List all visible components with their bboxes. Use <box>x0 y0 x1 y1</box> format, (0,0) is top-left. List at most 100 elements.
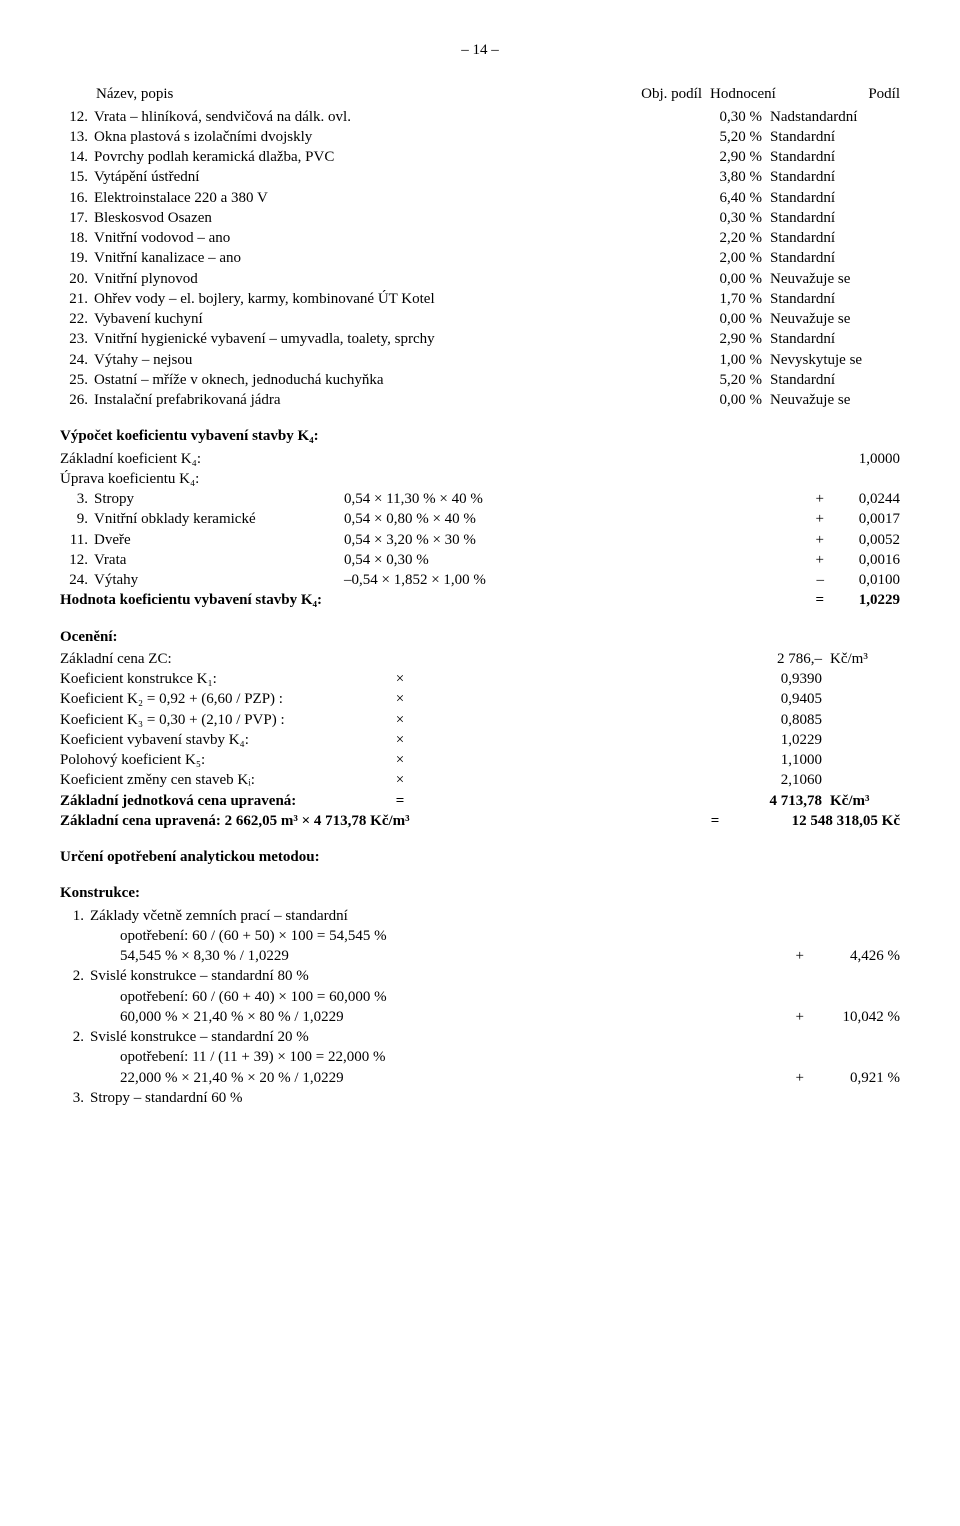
adj-num: 11. <box>60 530 94 550</box>
table-row: 24.Výtahy – nejsou1,00 %Nevyskytuje se <box>60 350 900 370</box>
table-row: 16.Elektroinstalace 220 a 380 V6,40 %Sta… <box>60 188 900 208</box>
wear-sign: + <box>774 1068 810 1088</box>
k4-title: Výpočet koeficientu vybavení stavby K₄: <box>60 426 900 446</box>
k4-adj-label: Úprava koeficientu K₄: <box>60 469 900 489</box>
item-num: 22. <box>60 309 94 329</box>
zjcu-unit: Kč/m³ <box>826 791 900 811</box>
ocen-row: Koeficient konstrukce K₁:×0,9390 <box>60 669 900 689</box>
wear-text: 60,000 % × 21,40 % × 80 % / 1,0229 <box>90 1007 774 1027</box>
item-eval: Standardní <box>762 208 900 228</box>
oc-unit <box>826 750 900 770</box>
adj-num: 3. <box>60 489 94 509</box>
item-num: 12. <box>60 107 94 127</box>
oc-label: Koeficient K₂ = 0,92 + (6,60 / PZP) : <box>60 689 380 709</box>
zjcu-row: Základní jednotková cena upravená: = 4 7… <box>60 791 900 811</box>
oc-op: × <box>380 750 420 770</box>
adj-num: 9. <box>60 509 94 529</box>
item-text: Elektroinstalace 220 a 380 V <box>94 188 692 208</box>
wear-sign <box>774 1027 810 1047</box>
wear-val: 4,426 % <box>810 946 900 966</box>
k4-base-row: Základní koeficient K₄: 1,0000 <box>60 449 900 469</box>
k4-adj-row: 9.Vnitřní obklady keramické0,54 × 0,80 %… <box>60 509 900 529</box>
ocen-row: Koeficient změny cen staveb Kᵢ:×2,1060 <box>60 770 900 790</box>
page-number: – 14 – <box>60 40 900 60</box>
table-row: 13.Okna plastová s izolačními dvojskly5,… <box>60 127 900 147</box>
adj-calc: 0,54 × 3,20 % × 30 % <box>344 530 794 550</box>
item-text: Bleskosvod Osazen <box>94 208 692 228</box>
oc-label: Základní cena ZC: <box>60 649 380 669</box>
oc-label: Polohový koeficient K₅: <box>60 750 380 770</box>
item-text: Ostatní – mříže v oknech, jednoduchá kuc… <box>94 370 692 390</box>
wear-row: 60,000 % × 21,40 % × 80 % / 1,0229+10,04… <box>60 1007 900 1027</box>
ocen-row: Koeficient K₂ = 0,92 + (6,60 / PZP) :×0,… <box>60 689 900 709</box>
wear-row: 3.Stropy – standardní 60 % <box>60 1088 900 1108</box>
table-row: 22.Vybavení kuchyní0,00 %Neuvažuje se <box>60 309 900 329</box>
adj-val: 0,0244 <box>830 489 900 509</box>
item-pct: 1,70 % <box>692 289 762 309</box>
oc-unit <box>826 770 900 790</box>
oc-val: 0,9390 <box>420 669 826 689</box>
wear-num: 2. <box>60 966 90 986</box>
table-row: 25.Ostatní – mříže v oknech, jednoduchá … <box>60 370 900 390</box>
wear-row: 54,545 % × 8,30 % / 1,0229+4,426 % <box>60 946 900 966</box>
k4-base-label: Základní koeficient K₄: <box>60 449 820 469</box>
wear-num: 3. <box>60 1088 90 1108</box>
item-num: 15. <box>60 167 94 187</box>
wear-text: Svislé konstrukce – standardní 20 % <box>90 1027 774 1047</box>
adj-sign: – <box>794 570 830 590</box>
item-text: Vnitřní kanalizace – ano <box>94 248 692 268</box>
ocen-row: Polohový koeficient K₅:×1,1000 <box>60 750 900 770</box>
item-eval: Standardní <box>762 147 900 167</box>
wear-row: opotřebení: 60 / (60 + 50) × 100 = 54,54… <box>60 926 900 946</box>
k4-adj-row: 3.Stropy0,54 × 11,30 % × 40 %+0,0244 <box>60 489 900 509</box>
item-num: 23. <box>60 329 94 349</box>
item-pct: 5,20 % <box>692 127 762 147</box>
wear-text: 54,545 % × 8,30 % / 1,0229 <box>90 946 774 966</box>
wear-num: 1. <box>60 906 90 926</box>
item-pct: 1,00 % <box>692 350 762 370</box>
table-header: Název, popis Obj. podíl Hodnocení Podíl <box>60 84 900 104</box>
item-num: 16. <box>60 188 94 208</box>
item-eval: Neuvažuje se <box>762 309 900 329</box>
zjcu-val: 4 713,78 <box>420 791 826 811</box>
adj-val: 0,0100 <box>830 570 900 590</box>
wear-sign <box>774 906 810 926</box>
wear-row: opotřebení: 11 / (11 + 39) × 100 = 22,00… <box>60 1047 900 1067</box>
oc-unit <box>826 710 900 730</box>
oc-val: 1,1000 <box>420 750 826 770</box>
oc-val: 1,0229 <box>420 730 826 750</box>
table-row: 20.Vnitřní plynovod0,00 %Neuvažuje se <box>60 269 900 289</box>
item-num: 19. <box>60 248 94 268</box>
item-eval: Nevyskytuje se <box>762 350 900 370</box>
wear-text: 22,000 % × 21,40 % × 20 % / 1,0229 <box>90 1068 774 1088</box>
zcu-val: 12 548 318,05 Kč <box>730 811 900 831</box>
adj-sign: + <box>794 489 830 509</box>
item-text: Ohřev vody – el. bojlery, karmy, kombino… <box>94 289 692 309</box>
ocen-title: Ocenění: <box>60 627 900 647</box>
wear-val <box>810 1027 900 1047</box>
item-num: 13. <box>60 127 94 147</box>
wear-sign <box>774 1088 810 1108</box>
adj-num: 24. <box>60 570 94 590</box>
item-text: Vybavení kuchyní <box>94 309 692 329</box>
item-text: Vnitřní plynovod <box>94 269 692 289</box>
k4-final-val: 1,0229 <box>830 590 900 610</box>
wear-text: Základy včetně zemních prací – standardn… <box>90 906 774 926</box>
wear-val: 10,042 % <box>810 1007 900 1027</box>
k4-final-sign: = <box>794 590 830 610</box>
item-eval: Standardní <box>762 370 900 390</box>
wear-val <box>810 906 900 926</box>
table-row: 19.Vnitřní kanalizace – ano2,00 %Standar… <box>60 248 900 268</box>
item-text: Vnitřní hygienické vybavení – umyvadla, … <box>94 329 692 349</box>
table-row: 17.Bleskosvod Osazen0,30 %Standardní <box>60 208 900 228</box>
zjcu-op: = <box>380 791 420 811</box>
item-eval: Standardní <box>762 127 900 147</box>
item-pct: 0,00 % <box>692 309 762 329</box>
item-num: 17. <box>60 208 94 228</box>
oc-unit: Kč/m³ <box>826 649 900 669</box>
wear-row: 22,000 % × 21,40 % × 20 % / 1,0229+0,921… <box>60 1068 900 1088</box>
oc-op <box>380 649 420 669</box>
header-hodnoceni: Hodnocení <box>702 84 840 104</box>
adj-calc: 0,54 × 0,30 % <box>344 550 794 570</box>
item-pct: 0,30 % <box>692 107 762 127</box>
